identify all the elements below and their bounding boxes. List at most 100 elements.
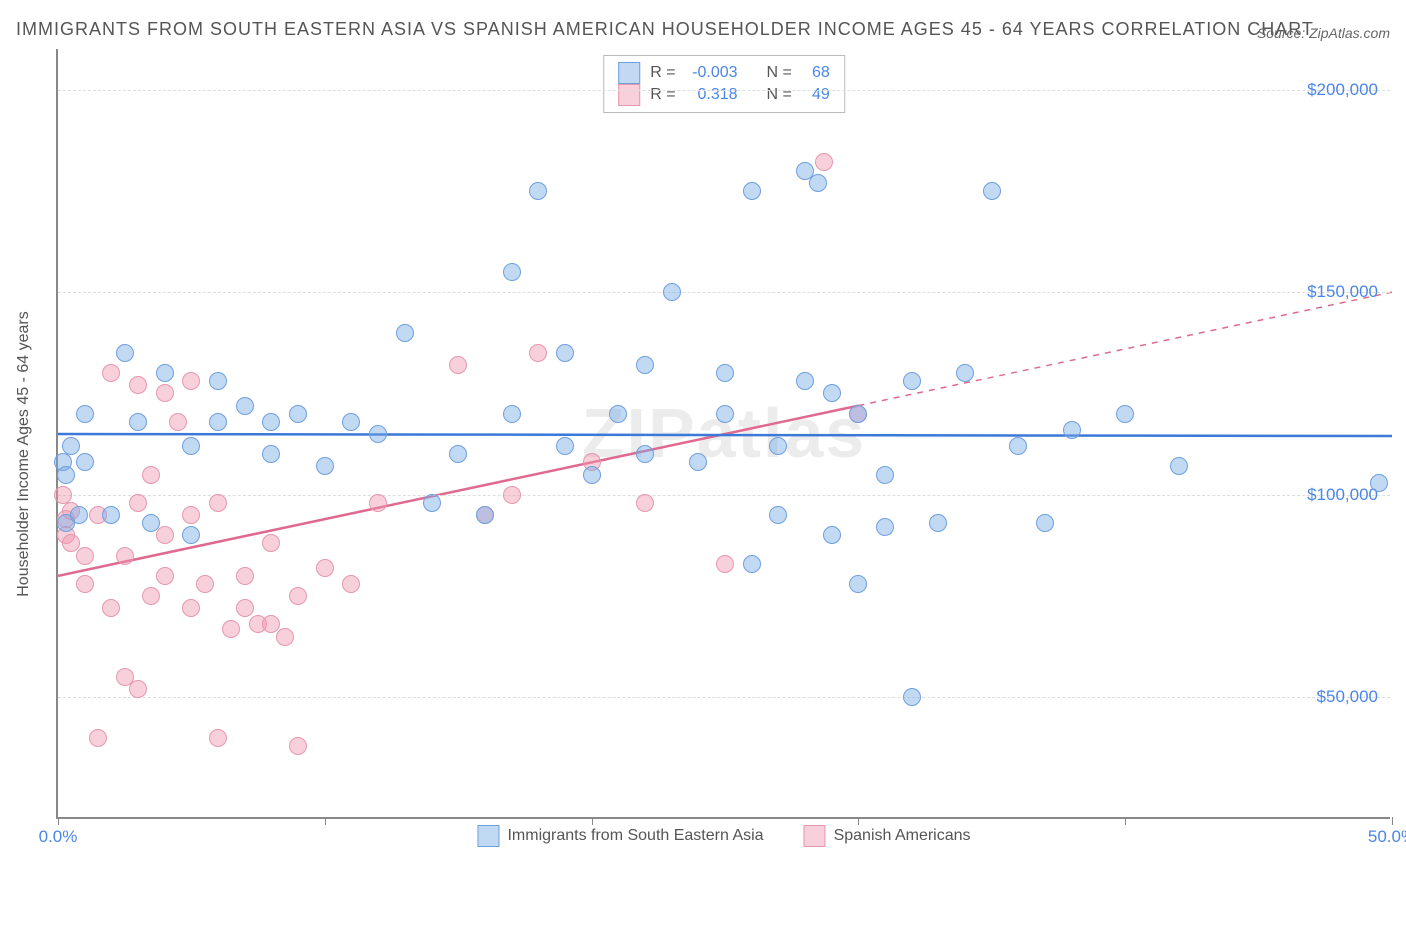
legend-stat-row: R = -0.003 N = 68 <box>618 62 830 84</box>
legend-label: Spanish Americans <box>834 827 971 845</box>
point-series1 <box>262 413 280 431</box>
point-series2 <box>116 547 134 565</box>
point-series2 <box>815 153 833 171</box>
point-series1 <box>262 445 280 463</box>
point-series1 <box>1170 457 1188 475</box>
point-series1 <box>182 526 200 544</box>
point-series1 <box>1009 437 1027 455</box>
point-series1 <box>76 405 94 423</box>
point-series1 <box>903 372 921 390</box>
trend-lines <box>58 49 1392 819</box>
point-series1 <box>423 494 441 512</box>
point-series1 <box>236 397 254 415</box>
point-series2 <box>129 494 147 512</box>
point-series2 <box>236 599 254 617</box>
point-series1 <box>609 405 627 423</box>
gridline <box>58 292 1390 293</box>
y-tick-label: $50,000 <box>1317 687 1378 707</box>
point-series1 <box>716 364 734 382</box>
gridline <box>58 697 1390 698</box>
point-series1 <box>823 526 841 544</box>
point-series1 <box>449 445 467 463</box>
point-series2 <box>236 567 254 585</box>
point-series2 <box>76 575 94 593</box>
n-value: 68 <box>802 64 830 82</box>
legend-stats: R = -0.003 N = 68 R =0.318 N =49 <box>603 55 845 113</box>
point-series2 <box>529 344 547 362</box>
point-series1 <box>769 506 787 524</box>
legend-label: Immigrants from South Eastern Asia <box>507 827 763 845</box>
point-series1 <box>289 405 307 423</box>
r-value: -0.003 <box>686 64 738 82</box>
point-series1 <box>956 364 974 382</box>
point-series2 <box>636 494 654 512</box>
r-label: R = <box>650 64 675 82</box>
point-series2 <box>222 620 240 638</box>
point-series1 <box>316 457 334 475</box>
point-series2 <box>276 628 294 646</box>
point-series1 <box>809 174 827 192</box>
x-tick <box>592 817 593 825</box>
chart-container: Householder Income Ages 45 - 64 years ZI… <box>16 49 1390 859</box>
point-series2 <box>209 729 227 747</box>
point-series2 <box>182 372 200 390</box>
point-series1 <box>636 445 654 463</box>
y-tick-label: $100,000 <box>1307 485 1378 505</box>
point-series2 <box>503 486 521 504</box>
legend-item: Immigrants from South Eastern Asia <box>477 825 763 847</box>
x-tick-label: 50.0% <box>1368 827 1406 847</box>
point-series1 <box>983 182 1001 200</box>
point-series2 <box>129 376 147 394</box>
point-series1 <box>796 372 814 390</box>
point-series2 <box>182 506 200 524</box>
point-series1 <box>503 405 521 423</box>
legend-swatch-icon <box>618 84 640 106</box>
point-series2 <box>316 559 334 577</box>
point-series1 <box>929 514 947 532</box>
point-series2 <box>262 534 280 552</box>
point-series1 <box>876 466 894 484</box>
point-series1 <box>903 688 921 706</box>
point-series1 <box>689 453 707 471</box>
gridline <box>58 90 1390 91</box>
point-series1 <box>102 506 120 524</box>
point-series1 <box>1036 514 1054 532</box>
chart-title: IMMIGRANTS FROM SOUTH EASTERN ASIA VS SP… <box>16 16 1390 43</box>
point-series2 <box>102 599 120 617</box>
point-series1 <box>209 413 227 431</box>
legend-swatch-icon <box>477 825 499 847</box>
point-series1 <box>156 364 174 382</box>
point-series1 <box>743 555 761 573</box>
point-series2 <box>369 494 387 512</box>
legend-item: Spanish Americans <box>804 825 971 847</box>
point-series1 <box>876 518 894 536</box>
point-series2 <box>142 587 160 605</box>
n-label: N = <box>766 64 791 82</box>
x-tick <box>1392 817 1393 825</box>
gridline <box>58 495 1390 496</box>
point-series2 <box>142 466 160 484</box>
point-series1 <box>556 344 574 362</box>
point-series1 <box>142 514 160 532</box>
point-series1 <box>70 506 88 524</box>
x-tick-label: 0.0% <box>39 827 78 847</box>
point-series1 <box>1370 474 1388 492</box>
point-series2 <box>156 526 174 544</box>
point-series1 <box>769 437 787 455</box>
point-series2 <box>289 737 307 755</box>
point-series2 <box>89 729 107 747</box>
point-series2 <box>156 567 174 585</box>
point-series1 <box>1116 405 1134 423</box>
point-series2 <box>449 356 467 374</box>
point-series1 <box>503 263 521 281</box>
point-series1 <box>342 413 360 431</box>
point-series2 <box>342 575 360 593</box>
point-series1 <box>743 182 761 200</box>
point-series1 <box>129 413 147 431</box>
y-tick-label: $200,000 <box>1307 80 1378 100</box>
point-series2 <box>129 680 147 698</box>
legend-stat-row: R =0.318 N =49 <box>618 84 830 106</box>
legend-swatch-icon <box>804 825 826 847</box>
y-tick-label: $150,000 <box>1307 282 1378 302</box>
point-series2 <box>169 413 187 431</box>
